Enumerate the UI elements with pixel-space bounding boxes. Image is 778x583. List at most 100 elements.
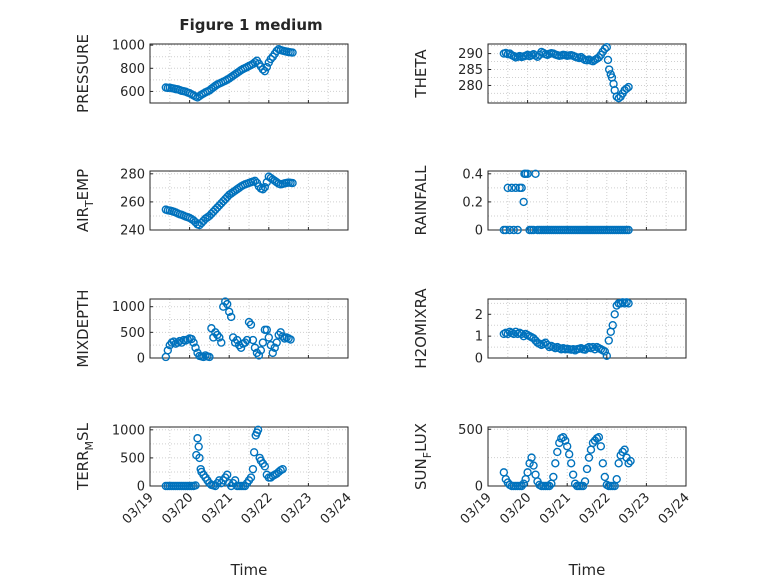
y-tick-label: 1000 (112, 423, 145, 438)
data-point (551, 459, 560, 468)
data-point (624, 459, 633, 468)
y-tick-label: 0 (475, 352, 483, 367)
data-point (564, 450, 574, 459)
y-axis-label: THETA (412, 49, 430, 99)
subplot-rainfall: 0 0.2 0.4 RAINFALL (412, 165, 687, 239)
data-point (578, 481, 588, 491)
data-point (223, 299, 232, 309)
data-point (517, 183, 526, 193)
data-point (517, 481, 526, 491)
data-point (266, 54, 275, 64)
data-point (596, 442, 606, 451)
x-axis-label: Time (230, 561, 268, 579)
data-point (189, 338, 198, 347)
data-point (614, 459, 623, 468)
data-point (253, 425, 263, 435)
data-point (258, 338, 268, 347)
y-tick-label: 600 (120, 85, 145, 100)
data-point (223, 470, 232, 479)
data-point (618, 447, 627, 457)
data-point (193, 434, 202, 443)
data-point (519, 331, 528, 341)
data-point (242, 335, 252, 345)
data-point (513, 225, 522, 235)
data-point (250, 176, 260, 186)
data-point (620, 445, 629, 454)
y-tick-label: 0 (137, 480, 145, 495)
y-tick-label: 0 (137, 352, 145, 367)
data-point (230, 476, 240, 485)
data-point (604, 336, 613, 345)
y-axis-label: H2OMIXRA (412, 288, 430, 369)
axes-box (149, 43, 349, 104)
subplot-h2omixra: 0 1 2 H2OMIXRA (412, 288, 687, 369)
data-point (276, 328, 285, 337)
y-tick-label: 0.2 (462, 195, 483, 210)
data-point (249, 448, 259, 457)
y-axis-label: TERRMSL (74, 422, 96, 491)
y-axis-label: MIXDEPTH (74, 289, 92, 367)
y-tick-label: 500 (120, 326, 145, 341)
data-point (566, 459, 576, 468)
data-point (288, 178, 297, 188)
y-tick-label: 240 (120, 224, 145, 239)
data-point (236, 343, 246, 352)
data-point (604, 65, 614, 74)
data-point (199, 352, 208, 362)
data-point (523, 169, 532, 179)
data-point (626, 456, 635, 466)
data-point (519, 479, 528, 488)
data-point (590, 345, 600, 354)
data-point (523, 468, 532, 477)
y-tick-label: 1 (475, 330, 483, 345)
data-point (622, 84, 631, 93)
data-point (624, 225, 633, 235)
data-point (246, 473, 256, 482)
data-point (503, 183, 512, 193)
x-axis-label: Time (568, 561, 606, 579)
data-point (272, 338, 281, 347)
data-point (272, 46, 281, 56)
data-point (246, 320, 256, 329)
data-point (256, 346, 266, 355)
data-point (258, 185, 268, 194)
data-point (553, 447, 562, 457)
data-point (600, 347, 610, 356)
data-point (205, 352, 214, 362)
data-point (224, 307, 234, 317)
data-point (519, 197, 528, 207)
data-point (278, 464, 287, 474)
data-point (503, 329, 512, 339)
data-point (545, 481, 554, 491)
data-point (264, 333, 273, 342)
y-tick-label: 500 (458, 423, 483, 438)
y-axis-label: RAINFALL (412, 165, 430, 236)
data-point (169, 337, 178, 346)
data-point (232, 335, 242, 345)
y-tick-label: 260 (120, 195, 145, 210)
data-point (582, 464, 592, 474)
data-point (531, 169, 540, 179)
data-point (262, 62, 272, 72)
y-axis-label: SUNFLUX (412, 423, 434, 490)
y-tick-label: 0.4 (462, 167, 483, 182)
subplot-air_temp: 240 260 280 AIRTEMP (74, 167, 349, 239)
y-tick-label: 800 (120, 62, 145, 77)
data-point (600, 472, 610, 482)
data-point (501, 225, 511, 235)
data-point (270, 343, 279, 352)
data-point (262, 325, 272, 334)
figure-title: Figure 1 medium (179, 16, 322, 34)
y-axis-label: AIRTEMP (74, 169, 96, 232)
subplot-pressure: 600 800 1000 PRESSURE (74, 34, 349, 113)
data-point (509, 329, 518, 339)
y-tick-label: 280 (458, 79, 483, 94)
axes-box (487, 298, 687, 359)
data-point (517, 329, 526, 339)
y-tick-label: 0 (475, 224, 483, 239)
data-point (527, 453, 536, 462)
data-point (511, 183, 520, 193)
data-point (191, 481, 200, 490)
